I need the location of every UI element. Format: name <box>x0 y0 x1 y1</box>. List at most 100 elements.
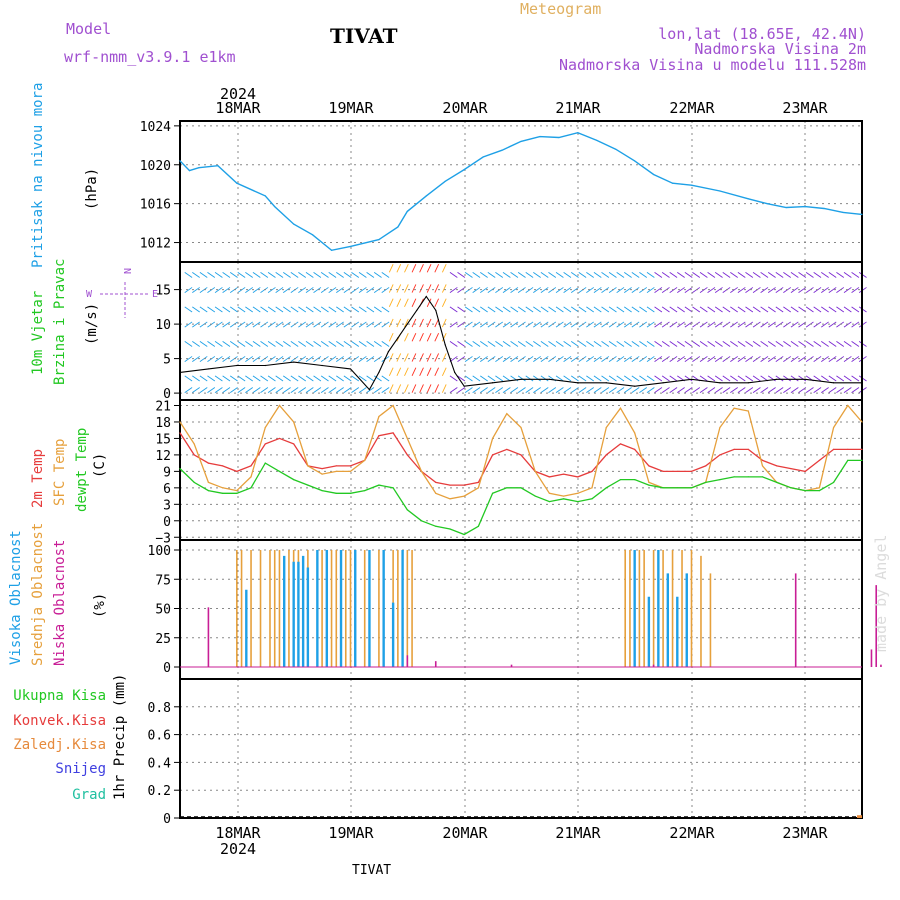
wind-barb <box>623 287 632 293</box>
credit-text: made by Angel <box>872 535 890 652</box>
wind-barb <box>790 306 799 313</box>
pressure-line-point <box>766 203 768 205</box>
wind-barb <box>677 340 685 347</box>
wind-barb <box>411 318 417 328</box>
temp-2m-line-point <box>321 468 323 470</box>
wind-barb <box>404 367 409 377</box>
wind-barb <box>305 271 314 278</box>
wind-barb <box>593 356 602 362</box>
wind-barb <box>843 271 852 278</box>
wind-barb <box>495 375 504 382</box>
wind-speed-line-point <box>444 344 446 346</box>
wind-barb <box>563 271 572 278</box>
wind-barb <box>669 387 678 394</box>
wind-barb <box>714 387 723 394</box>
pressure-line-point <box>217 165 219 167</box>
temp-dew-line-point <box>278 470 281 472</box>
wind-barb <box>426 367 432 377</box>
temp-sfc-line-point <box>435 492 437 494</box>
wind-barb <box>714 356 723 362</box>
temp-dew-line-point <box>705 481 707 483</box>
wind-barb <box>616 387 625 394</box>
wind-barb <box>745 356 754 362</box>
wind-barb <box>184 387 193 394</box>
wind-barb <box>305 306 314 313</box>
wind-barb <box>480 340 488 347</box>
wind-speed-line-point <box>387 351 389 353</box>
temp-sfc-line-point <box>563 495 565 497</box>
temp-sfc-line-point <box>307 465 309 467</box>
temp-dew-line-point <box>818 489 820 492</box>
wind-barb <box>441 284 447 293</box>
wind-barb <box>707 271 716 278</box>
pressure-label: Pritisak na nivou mora <box>30 83 46 268</box>
wind-barb <box>540 321 549 328</box>
pressure-unit: (hPa) <box>84 168 100 210</box>
pressure-line-point <box>539 135 541 138</box>
station-title: TIVAT <box>330 24 398 48</box>
wind-barb <box>805 321 814 328</box>
temp-2m-line-point <box>733 448 735 451</box>
wind-barb <box>472 375 481 382</box>
wind-barb <box>207 387 216 394</box>
wind-speed-line-point <box>690 378 693 380</box>
temp-dew-line-point <box>520 487 522 489</box>
temp-sfc-line-point <box>335 470 337 472</box>
precip-hail-label: Grad <box>72 787 106 803</box>
wind-barb <box>714 287 723 293</box>
wind-barb <box>517 321 526 328</box>
wind-barb <box>760 340 769 347</box>
wind-barb <box>184 356 193 362</box>
wind-barb <box>298 287 307 293</box>
wind-barb <box>449 387 458 394</box>
wind-barb <box>828 387 837 394</box>
wind-barb <box>616 287 625 293</box>
wind-barb <box>692 387 701 394</box>
precip-ytick-label: 0.2 <box>148 784 171 799</box>
wind-barb <box>282 387 291 394</box>
wind-label-2: Brzina i Pravac <box>52 259 68 385</box>
bottom-date-labels: 18MAR 19MAR 20MAR 21MAR 22MAR 23MAR <box>215 824 828 842</box>
wind-barb <box>426 318 432 328</box>
cloud-unit: (%) <box>92 593 108 618</box>
wind-barb <box>275 271 284 278</box>
wind-barb <box>654 340 663 347</box>
wind-barb <box>282 340 291 347</box>
wind-barb <box>502 387 511 394</box>
wind-barb <box>586 356 594 362</box>
wind-barb <box>245 375 253 382</box>
wind-barb <box>328 340 337 347</box>
temp-dew-line-point <box>293 479 295 481</box>
wind-barb <box>396 264 402 273</box>
temp-2m-line-point <box>236 470 238 472</box>
wind-barb <box>775 306 784 313</box>
compass-north: N <box>121 268 132 274</box>
wind-barb <box>396 384 402 393</box>
wind-barb <box>366 375 375 382</box>
pressure-line-point <box>330 249 333 251</box>
wind-barb <box>533 306 541 313</box>
wind-barb <box>214 356 223 362</box>
wind-speed-line-point <box>368 389 371 391</box>
wind-barb <box>237 271 246 278</box>
wind-barb <box>419 264 424 273</box>
wind-barb <box>699 271 708 278</box>
wind-barb <box>411 264 417 273</box>
wind-barb <box>661 340 670 347</box>
temp-2m-line-point <box>335 465 337 467</box>
wind-barb <box>192 321 200 328</box>
pressure-line-point <box>264 195 266 197</box>
wind-barb <box>237 387 246 394</box>
wind-barb <box>798 271 807 278</box>
wind-barb <box>775 375 784 382</box>
wind-panel: 0 5 10 15 <box>155 261 867 402</box>
wind-barb <box>267 271 276 278</box>
wind-barb <box>457 271 466 278</box>
wind-barb <box>616 321 625 328</box>
wind-barb <box>472 387 481 394</box>
wind-barb <box>373 387 382 394</box>
wind-barb <box>737 375 746 382</box>
wind-speed-line-point <box>236 364 238 367</box>
wind-barb <box>419 367 424 377</box>
location-text: lon,lat (18.65E, 42.4N) <box>658 25 866 43</box>
